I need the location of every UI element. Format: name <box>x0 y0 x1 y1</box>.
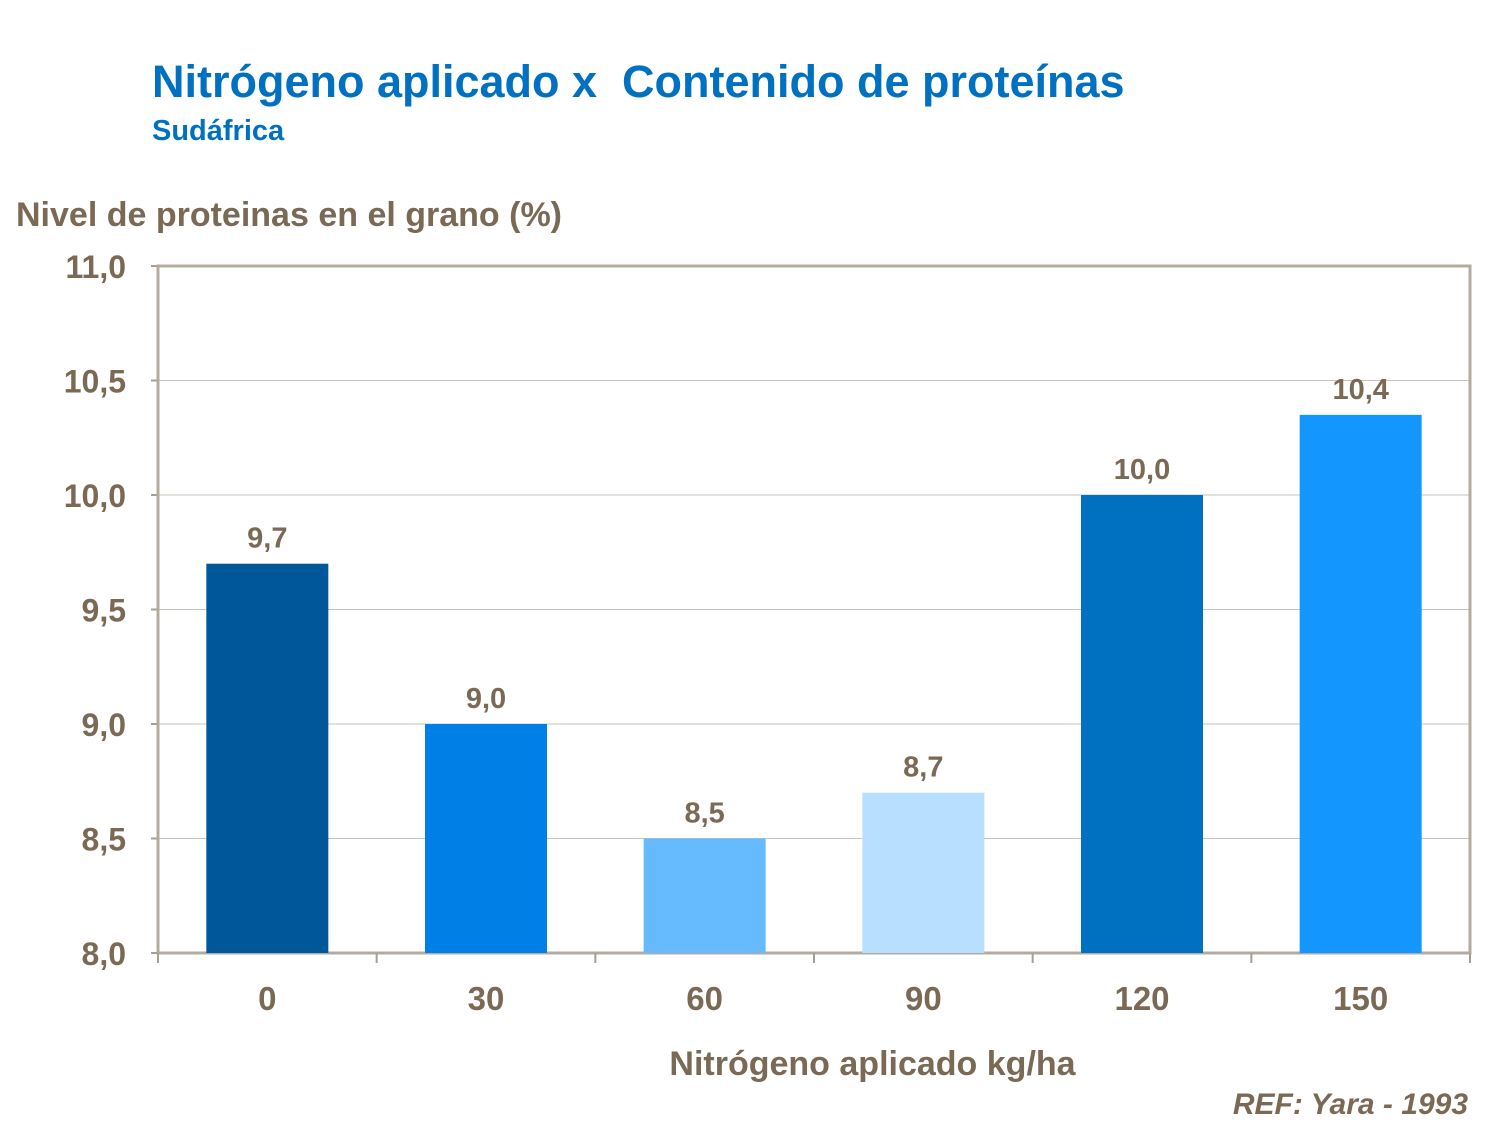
y-tick-label: 10,0 <box>64 478 126 514</box>
data-label: 10,0 <box>1114 454 1170 486</box>
x-tick-label: 0 <box>258 980 276 1017</box>
x-tick-label: 90 <box>905 980 942 1017</box>
y-tick-label: 8,0 <box>82 936 126 972</box>
bar-60 <box>643 838 766 953</box>
data-label: 9,7 <box>247 523 287 555</box>
x-tick-label: 30 <box>468 980 505 1017</box>
y-tick-label: 9,0 <box>82 707 126 743</box>
x-tick-label: 60 <box>686 980 723 1017</box>
y-tick-label: 10,5 <box>64 364 126 400</box>
y-axis-label: Nivel de proteinas en el grano (%) <box>16 196 563 234</box>
data-label: 8,7 <box>903 752 943 784</box>
reference-note: REF: Yara - 1993 <box>1232 1088 1468 1121</box>
chart-title: Nitrógeno aplicado x Contenido de proteí… <box>152 56 1125 107</box>
x-tick-label: 120 <box>1114 980 1169 1017</box>
bar-90 <box>862 792 985 953</box>
bar-120 <box>1081 495 1203 953</box>
y-tick-label: 11,0 <box>65 249 126 285</box>
x-axis-label: Nitrógeno aplicado kg/ha <box>669 1045 1076 1083</box>
bar-30 <box>425 724 547 953</box>
y-tick-label: 9,5 <box>82 593 126 629</box>
bar-0 <box>206 563 329 953</box>
y-tick-label: 8,5 <box>82 822 126 858</box>
data-label: 9,0 <box>466 683 506 715</box>
data-label: 10,4 <box>1332 374 1388 406</box>
bar-150 <box>1299 414 1422 954</box>
x-tick-label: 150 <box>1333 980 1388 1017</box>
chart-subtitle: Sudáfrica <box>152 115 285 147</box>
data-label: 8,5 <box>685 798 725 830</box>
